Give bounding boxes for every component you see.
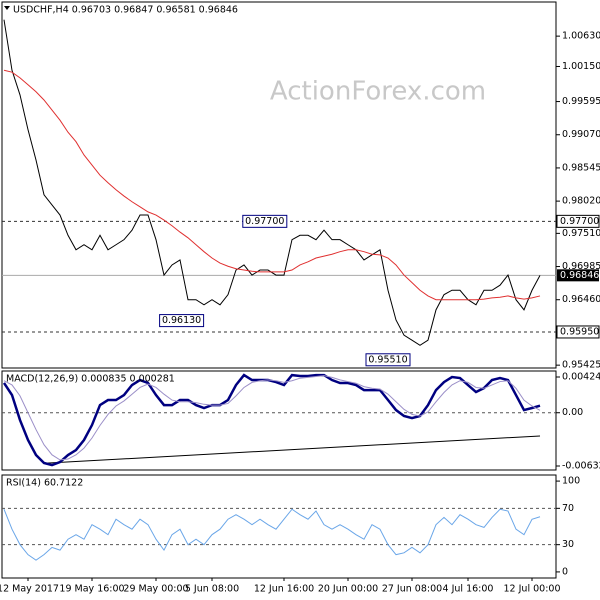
menu-triangle bbox=[4, 6, 10, 10]
x-tick-label: 19 May 16:00 bbox=[59, 584, 124, 595]
current-price-box bbox=[557, 269, 599, 282]
series-line bbox=[3, 508, 541, 561]
panel-frame bbox=[1, 1, 557, 369]
x-tick-label: 4 Jul 16:00 bbox=[443, 584, 494, 595]
annotation-box bbox=[242, 214, 288, 228]
y-tick-label: 0.99070 bbox=[562, 129, 600, 140]
x-tick-label: 5 Jun 08:00 bbox=[185, 584, 239, 595]
x-tick-label: 20 Jun 00:00 bbox=[318, 584, 378, 595]
panel-title: RSI(14) 60.7122 bbox=[6, 478, 83, 489]
y-tick-label: 1.00150 bbox=[562, 61, 600, 72]
panel-title: USDCHF,H4 0.96703 0.96847 0.96581 0.9684… bbox=[13, 5, 238, 16]
y-tick-label: 0.99595 bbox=[562, 96, 600, 107]
series-line bbox=[3, 69, 541, 301]
series-line bbox=[2, 373, 541, 467]
y-tick-label: 0.98020 bbox=[562, 196, 600, 207]
y-tick-label: 0 bbox=[562, 566, 568, 577]
watermark: ActionForex.com bbox=[270, 77, 486, 107]
y-tick-label: -0.006324 bbox=[562, 460, 600, 471]
annotation-label: 0.97700 bbox=[245, 216, 284, 227]
x-tick-label: 12 Jun 16:00 bbox=[254, 584, 314, 595]
level-label: 0.95950 bbox=[560, 326, 599, 337]
annotation-label: 0.96130 bbox=[162, 315, 201, 326]
y-tick-label: 30 bbox=[562, 539, 574, 550]
series-line bbox=[3, 19, 541, 346]
y-tick-label: 0.98545 bbox=[562, 162, 600, 173]
level-label: 0.97700 bbox=[560, 216, 599, 227]
y-tick-label: 0.95425 bbox=[562, 360, 600, 371]
y-tick-label: 0.96985 bbox=[562, 261, 600, 272]
panel-title: MACD(12,26,9) 0.000835 0.000281 bbox=[6, 374, 175, 385]
x-tick-label: 27 Jun 08:00 bbox=[382, 584, 442, 595]
x-tick-label: 12 May 2017 bbox=[0, 584, 59, 595]
level-box bbox=[556, 325, 600, 339]
annotation-label: 0.95510 bbox=[368, 354, 407, 365]
y-tick-label: 1.00630 bbox=[562, 31, 600, 42]
level-box bbox=[556, 214, 600, 228]
y-tick-label: 0.00 bbox=[562, 407, 583, 418]
x-tick-label: 29 May 00:00 bbox=[123, 584, 188, 595]
y-tick-label: 100 bbox=[562, 476, 580, 487]
y-tick-label: 0.96460 bbox=[562, 294, 600, 305]
series-line bbox=[3, 375, 541, 461]
annotation-box bbox=[159, 314, 205, 328]
trendline bbox=[43, 435, 541, 464]
y-tick-label: 70 bbox=[562, 503, 574, 514]
panel-frame bbox=[1, 370, 557, 471]
y-tick-label: 0.97510 bbox=[562, 228, 600, 239]
current-price-label: 0.96846 bbox=[560, 270, 599, 281]
y-tick-label: 0.004242 bbox=[562, 371, 600, 382]
panel-frame bbox=[1, 474, 557, 579]
annotation-box bbox=[365, 353, 411, 367]
x-tick-label: 12 Jul 00:00 bbox=[504, 584, 561, 595]
